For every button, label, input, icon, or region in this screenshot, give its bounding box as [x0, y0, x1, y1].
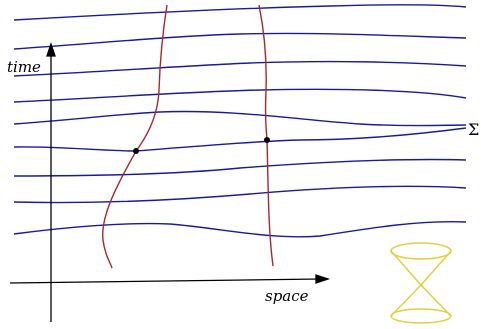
- axes: [9, 41, 331, 322]
- time-axis-arrowhead: [46, 41, 56, 57]
- slice-1: [13, 4, 467, 21]
- sigma-label: Σ: [468, 120, 480, 139]
- spacelike-slices: [13, 4, 467, 238]
- slice-5: [13, 110, 467, 127]
- worldlines: [102, 4, 274, 269]
- light-cone-icon: [390, 242, 452, 324]
- space-axis-arrowhead: [315, 274, 331, 284]
- event-point-left: [133, 148, 139, 154]
- slice-7: [13, 158, 467, 177]
- light-cone-edge-right-lower: [420, 284, 452, 317]
- slice-3: [13, 60, 467, 77]
- slice-9: [13, 221, 467, 238]
- light-cone-bottom-rim: [390, 308, 452, 324]
- time-axis-label: time: [7, 58, 41, 76]
- events: [133, 137, 270, 154]
- light-cone-edge-left-upper: [390, 250, 422, 286]
- slice-sigma: [13, 127, 467, 152]
- worldline-left: [102, 4, 168, 269]
- slice-4: [13, 88, 467, 103]
- event-point-right: [264, 137, 270, 143]
- light-cone-edge-right-upper: [420, 250, 452, 286]
- worldline-right: [258, 4, 274, 267]
- space-axis: [9, 278, 321, 284]
- slice-8: [13, 185, 467, 204]
- slice-2: [13, 32, 467, 50]
- light-cone-top-rim: [390, 242, 452, 260]
- light-cone-edge-left-lower: [390, 284, 422, 317]
- space-axis-label: space: [265, 287, 309, 305]
